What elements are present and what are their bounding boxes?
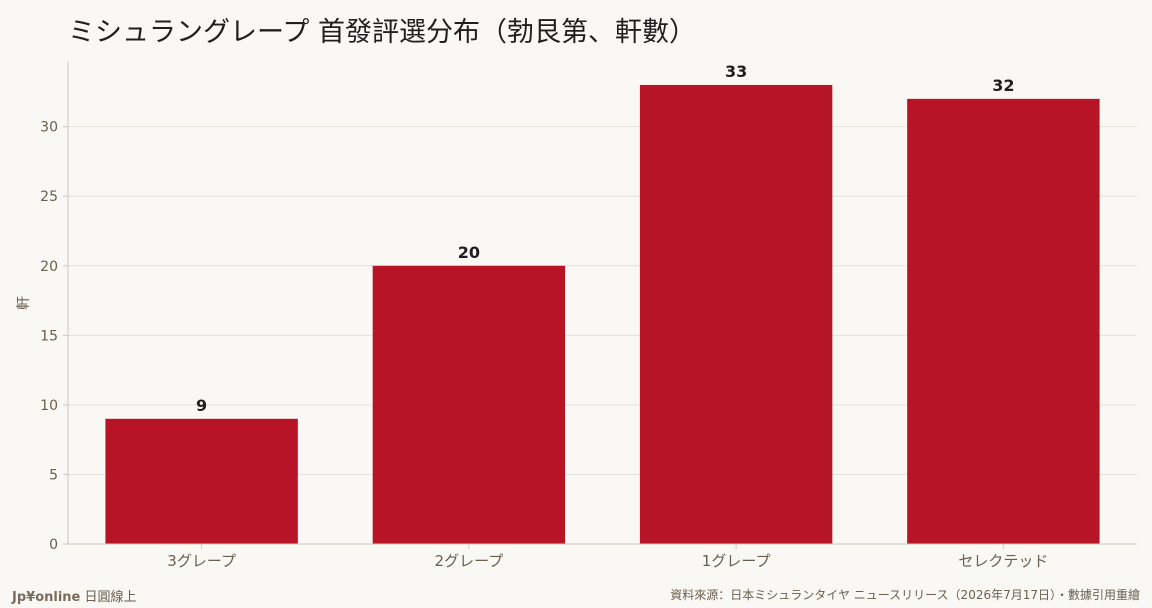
data-labels: 9 20 33 32: [196, 62, 1014, 415]
footer-source: 資料來源：日本ミシュランタイヤ ニュースリリース（2026年7月17日）・數據引…: [670, 588, 1140, 602]
bar: [639, 84, 833, 544]
chart-title: ミシュラングレープ 首發評選分布（勃艮第、軒數）: [68, 17, 696, 48]
y-tick-label: 25: [40, 189, 58, 205]
bar: [907, 98, 1100, 544]
y-tick-label: 20: [40, 259, 58, 275]
axes: [67, 62, 1137, 545]
x-tick-label: 1グレープ: [702, 552, 771, 570]
x-ticks: 3グレープ 2グレープ 1グレープ セレクテッド: [167, 544, 1048, 570]
x-tick-label: 3グレープ: [167, 552, 236, 570]
y-tick-label: 30: [40, 120, 58, 136]
y-tick-label: 10: [40, 398, 58, 414]
bars: [105, 84, 1100, 544]
y-tick-label: 5: [49, 467, 58, 483]
bar: [105, 418, 298, 544]
y-ticks: 0 5 10 15 20 25 30: [40, 120, 68, 553]
data-label: 9: [196, 396, 207, 415]
brand-suffix: 日圓線上: [84, 590, 137, 605]
x-tick-label: 2グレープ: [435, 552, 504, 570]
data-label: 32: [992, 76, 1014, 95]
y-tick-label: 15: [40, 328, 58, 344]
footer-brand: Jp¥online 日圓線上: [12, 586, 137, 605]
data-label: 20: [458, 243, 480, 262]
y-axis-label: 軒: [16, 296, 32, 310]
brand-name: Jp¥online: [12, 590, 81, 605]
bar: [372, 265, 566, 544]
data-label: 33: [725, 62, 747, 81]
x-tick-label: セレクテッド: [958, 552, 1048, 570]
y-tick-label: 0: [49, 537, 58, 553]
